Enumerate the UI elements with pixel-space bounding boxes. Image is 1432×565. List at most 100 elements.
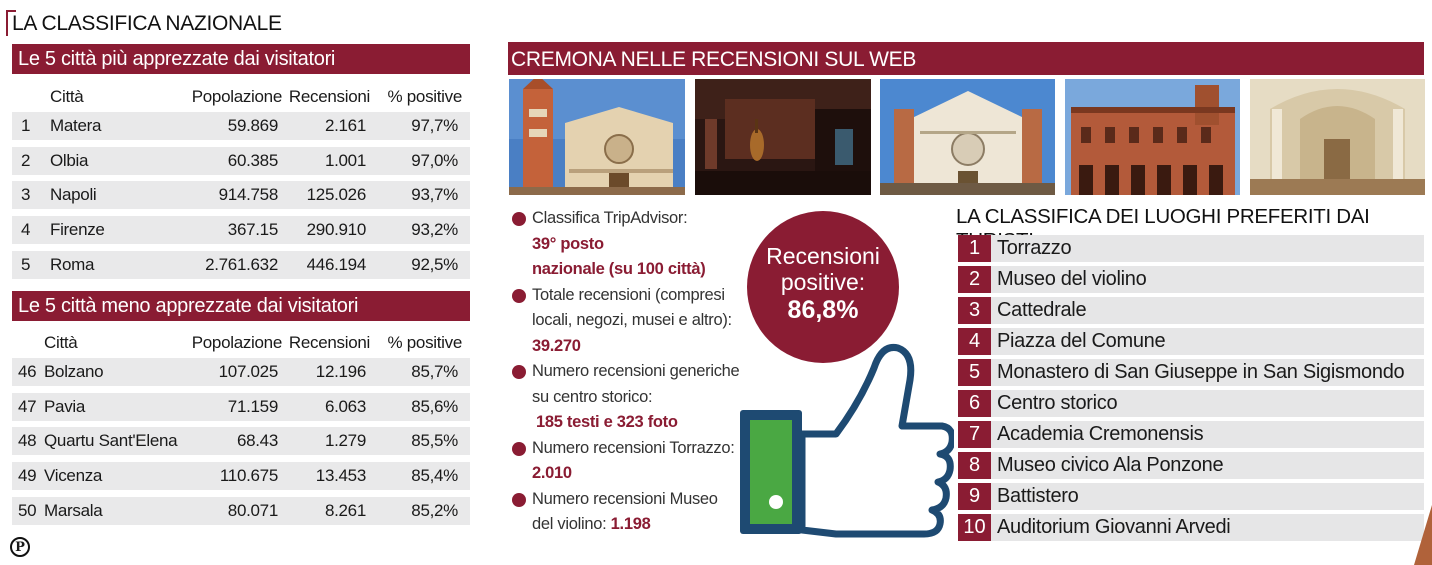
table-row: 49 Vicenza 110.675 13.453 85,4% — [12, 462, 470, 491]
list-item: 6 Centro storico — [958, 390, 1424, 417]
list-item: 8 Museo civico Ala Ponzone — [958, 452, 1424, 479]
stat-torrazzo: Numero recensioni Torrazzo: 2.010 — [512, 436, 742, 487]
rank: 47 — [18, 396, 37, 416]
place-rank: 10 — [958, 514, 991, 541]
table-row: 47 Pavia 71.159 6.063 85,6% — [12, 392, 470, 421]
rank: 1 — [21, 116, 31, 135]
bullet-icon — [512, 365, 526, 379]
rank: 48 — [18, 431, 37, 451]
photo-museo-violino — [695, 79, 871, 195]
bullet-icon — [512, 492, 526, 507]
top-table-title: Le 5 città più apprezzate dai visitatori — [12, 44, 470, 74]
reviews: 290.910 — [306, 220, 367, 240]
population: 110.675 — [219, 466, 278, 486]
population: 80.071 — [227, 500, 279, 520]
list-item: 10 Auditorium Giovanni Arvedi — [958, 514, 1424, 541]
list-item: 2 Museo del violino — [958, 266, 1424, 293]
table-row: 5 Roma 2.761.632 446.194 92,5% — [12, 250, 470, 279]
population: 367.15 — [227, 220, 279, 240]
rank: 49 — [18, 466, 37, 486]
place-rank: 4 — [958, 328, 991, 355]
population: 107.025 — [218, 362, 279, 381]
stat-value: 185 testi e 323 foto — [536, 413, 678, 431]
rank: 50 — [18, 500, 37, 520]
positive-pct: 85,5% — [411, 431, 458, 451]
reviews: 446.194 — [306, 254, 367, 274]
badge-label: positive: — [780, 269, 866, 295]
photo-cattedrale — [880, 79, 1055, 195]
place-name: Piazza del Comune — [997, 330, 1166, 352]
reviews: 12.196 — [315, 362, 367, 381]
photo-torrazzo — [509, 79, 685, 195]
reviews: 1.279 — [324, 431, 366, 451]
rank: 3 — [21, 185, 31, 205]
page-title: LA CLASSIFICA NAZIONALE — [6, 10, 282, 36]
rank: 46 — [18, 362, 37, 381]
place-name: Auditorium Giovanni Arvedi — [997, 516, 1231, 538]
stats-list: Classifica TripAdvisor: 39° posto nazion… — [512, 206, 742, 538]
list-item: 7 Academia Cremonensis — [958, 421, 1424, 448]
stat-label: Totale recensioni (compresi locali, nego… — [532, 285, 732, 330]
stat-label: Numero recensioni Museo del violino: — [532, 489, 718, 534]
positive-pct: 85,2% — [411, 500, 458, 520]
stat-value: 1.198 — [610, 515, 651, 533]
place-rank: 8 — [958, 452, 991, 479]
col-population: Popolazione — [191, 87, 283, 106]
city: Napoli — [50, 185, 97, 205]
city: Firenze — [50, 220, 105, 240]
place-name: Academia Cremonensis — [997, 423, 1204, 445]
table-row: 3 Napoli 914.758 125.026 93,7% — [12, 181, 470, 210]
city: Vicenza — [44, 466, 103, 486]
place-name: Museo civico Ala Ponzone — [997, 454, 1224, 476]
population: 68.43 — [236, 431, 278, 451]
photo-piazza-comune — [1065, 79, 1240, 195]
stat-label: Numero recensioni generiche su centro st… — [532, 362, 740, 406]
place-name: Monastero di San Giuseppe in San Sigismo… — [997, 361, 1405, 383]
place-rank: 2 — [958, 266, 991, 293]
place-name: Battistero — [997, 485, 1079, 507]
stat-value: 39.270 — [532, 336, 581, 355]
positive-pct: 97,0% — [411, 150, 458, 170]
table-header: Città Popolazione Recensioni % positive — [12, 330, 470, 356]
rank: 4 — [21, 220, 31, 240]
badge-value: 86,8% — [787, 296, 859, 324]
positive-pct: 93,7% — [411, 185, 458, 205]
table-row: 46 Bolzano 107.025 12.196 85,7% — [12, 358, 470, 386]
stat-value: nazionale (su 100 città) — [532, 260, 706, 278]
reviews: 6.063 — [324, 396, 366, 416]
city: Marsala — [44, 500, 103, 520]
reviews: 13.453 — [315, 466, 367, 486]
table-row: 2 Olbia 60.385 1.001 97,0% — [12, 146, 470, 175]
stat-value: 39° posto — [532, 234, 604, 253]
table-row: 1 Matera 59.869 2.161 97,7% — [12, 112, 470, 140]
col-positive: % positive — [387, 87, 463, 106]
place-name: Cattedrale — [997, 299, 1087, 321]
rank: 5 — [21, 254, 31, 274]
place-rank: 1 — [958, 235, 991, 262]
reviews: 8.261 — [324, 500, 366, 520]
positive-reviews-badge: Recensioni positive: 86,8% — [747, 211, 899, 363]
population: 60.385 — [227, 150, 279, 170]
list-item: 4 Piazza del Comune — [958, 328, 1424, 355]
reviews: 125.026 — [306, 185, 367, 205]
stat-museo-violino: Numero recensioni Museo del violino: 1.1… — [512, 487, 742, 538]
city: Matera — [50, 116, 102, 135]
place-rank: 3 — [958, 297, 991, 324]
reviews: 1.001 — [324, 150, 366, 170]
table-row: 50 Marsala 80.071 8.261 85,2% — [12, 496, 470, 525]
badge-label: Recensioni — [766, 243, 880, 269]
bullet-icon — [512, 288, 526, 303]
bullet-icon — [512, 212, 526, 226]
places-list: 1 Torrazzo 2 Museo del violino 3 Cattedrale… — [958, 235, 1424, 545]
city: Olbia — [50, 150, 89, 170]
positive-pct: 97,7% — [411, 116, 458, 135]
place-rank: 5 — [958, 359, 991, 386]
city: Quartu Sant'Elena — [44, 431, 178, 451]
stat-value: 2.010 — [532, 464, 572, 482]
col-reviews: Recensioni — [288, 87, 370, 106]
place-rank: 9 — [958, 483, 991, 510]
positive-pct: 85,7% — [411, 362, 458, 381]
place-rank: 6 — [958, 390, 991, 417]
stat-tripadvisor: Classifica TripAdvisor: 39° posto nazion… — [512, 206, 742, 283]
city: Bolzano — [44, 362, 104, 381]
